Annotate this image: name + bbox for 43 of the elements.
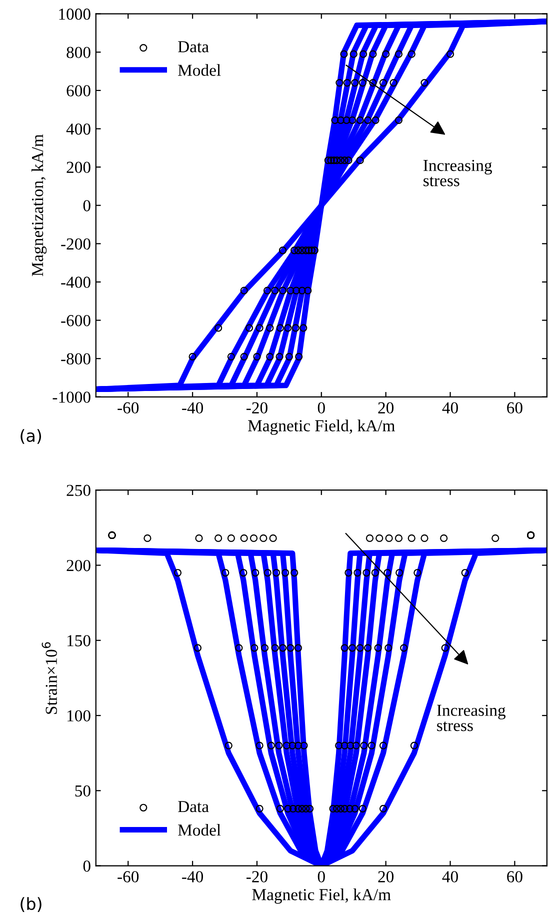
legend-label: Data bbox=[178, 41, 209, 52]
y-axis-title: Strain×10$^{6}$ bbox=[42, 642, 57, 714]
y-tick-label: 1000 bbox=[59, 8, 90, 20]
x-axis-title: Magnetic Field, kA/m bbox=[248, 420, 395, 435]
y-tick-label: -200 bbox=[61, 238, 90, 250]
x-tick-label: -20 bbox=[246, 402, 268, 414]
y-tick-label: 100 bbox=[68, 710, 90, 722]
y-tick-label: 200 bbox=[66, 560, 90, 572]
x-tick-label: -60 bbox=[118, 871, 139, 882]
legend-label: Model bbox=[178, 64, 221, 76]
x-tick-label: 20 bbox=[378, 871, 394, 882]
x-tick-label: -40 bbox=[182, 871, 204, 882]
y-tick-label: -400 bbox=[61, 276, 90, 288]
y-tick-label: -800 bbox=[61, 353, 90, 365]
y-tick-label: 0 bbox=[83, 200, 90, 212]
annotation: Increasing stress bbox=[423, 160, 492, 186]
y-tick-label: 250 bbox=[66, 484, 90, 496]
y-tick-label: 150 bbox=[68, 635, 90, 646]
x-axis-title: Magnetic Fiel, kA/m bbox=[252, 888, 391, 904]
y-tick-label: 800 bbox=[66, 46, 90, 58]
y-tick-label: 0 bbox=[83, 860, 90, 872]
y-tick-label: 400 bbox=[66, 123, 90, 135]
text: (a) bbox=[20, 429, 42, 444]
y-tick-label: 600 bbox=[66, 85, 90, 96]
annotation: Increasing stress bbox=[437, 704, 506, 732]
x-tick-label: -40 bbox=[182, 402, 204, 414]
legend-label: Data bbox=[178, 801, 209, 812]
x-tick-label: 40 bbox=[442, 402, 458, 414]
y-tick-label: -600 bbox=[61, 314, 90, 326]
x-tick-label: 0 bbox=[318, 402, 325, 414]
x-tick-label: 20 bbox=[378, 402, 394, 414]
text: (b) bbox=[20, 897, 42, 912]
x-tick-label: -60 bbox=[118, 402, 139, 414]
y-tick-label: 50 bbox=[75, 785, 90, 797]
x-tick-label: 60 bbox=[507, 402, 522, 414]
y-tick-label: 200 bbox=[66, 162, 90, 174]
y-tick-label: -1000 bbox=[52, 392, 90, 403]
y-axis-title: Magnetization, kA/m bbox=[31, 134, 47, 276]
legend-label: Model bbox=[178, 824, 221, 836]
x-tick-label: 60 bbox=[507, 871, 522, 882]
x-tick-label: 40 bbox=[442, 871, 458, 882]
x-tick-label: -20 bbox=[246, 871, 268, 882]
x-tick-label: 0 bbox=[318, 871, 325, 882]
